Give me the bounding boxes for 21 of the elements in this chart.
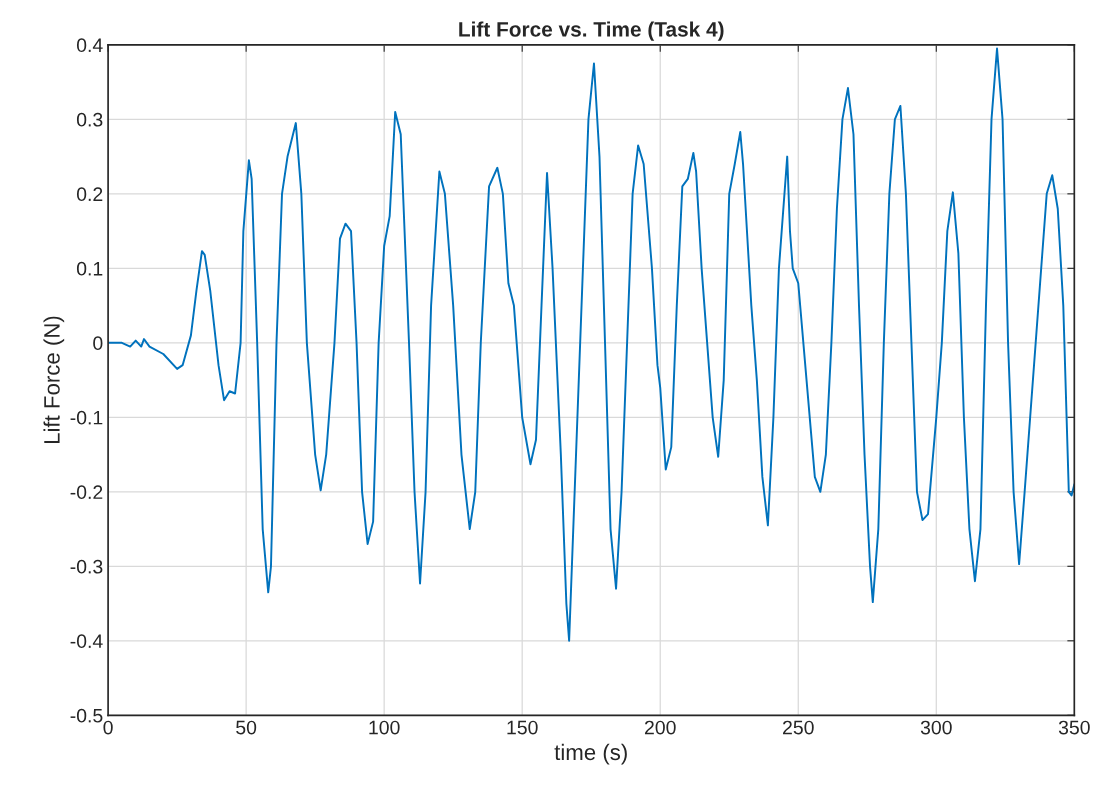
x-tick-label: 100 — [369, 720, 400, 735]
y-tick-label: 0.4 — [76, 38, 103, 53]
x-tick-label: 350 — [1058, 720, 1090, 735]
x-tick-label: 0 — [103, 720, 113, 735]
y-tick-label: -0.2 — [70, 485, 103, 500]
x-axis-title: time (s) — [554, 743, 627, 765]
chart-title: Lift Force vs. Time (Task 4) — [459, 21, 724, 41]
y-tick-label: -0.4 — [70, 634, 103, 649]
x-tick-label: 250 — [783, 720, 814, 735]
y-tick-label: -0.5 — [70, 708, 103, 723]
y-tick-label: 0.3 — [76, 112, 103, 127]
x-tick-label: 300 — [920, 720, 952, 735]
y-tick-label: 0.2 — [76, 187, 103, 202]
y-tick-label: 0.1 — [76, 261, 103, 276]
y-tick-label: 0 — [93, 336, 103, 351]
y-axis-title: Lift Force (N) — [43, 316, 65, 444]
x-tick-label: 50 — [236, 720, 257, 735]
y-tick-label: -0.3 — [70, 559, 103, 574]
x-tick-label: 150 — [507, 720, 538, 735]
y-tick-label: -0.1 — [70, 410, 103, 425]
x-tick-label: 200 — [644, 720, 676, 735]
